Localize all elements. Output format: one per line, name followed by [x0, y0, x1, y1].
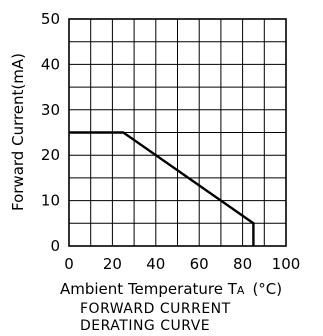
- x-tick-label: 40: [146, 255, 165, 273]
- y-tick-label: 50: [41, 10, 60, 28]
- y-tick-label: 40: [41, 55, 60, 73]
- y-axis-label: Forward Current(mA): [9, 53, 27, 211]
- y-tick-label: 10: [41, 192, 60, 210]
- x-tick-label: 100: [272, 255, 301, 273]
- x-axis-label-unit: (°C): [252, 280, 282, 298]
- caption-line-1: FORWARD CURRENT: [80, 301, 231, 317]
- y-tick-label: 20: [41, 146, 60, 164]
- x-tick-labels: 0 20 40 60 80 100: [64, 255, 300, 273]
- x-tick-label: 20: [103, 255, 122, 273]
- x-tick-label: 60: [190, 255, 209, 273]
- x-tick-label: 0: [64, 255, 74, 273]
- series-line: [69, 131, 255, 246]
- caption-line-2: DERATING CURVE: [80, 318, 210, 334]
- y-tick-label: 30: [41, 101, 60, 119]
- grid-lines: [69, 19, 286, 246]
- x-tick-label: 80: [233, 255, 252, 273]
- x-axis-label-main: Ambient Temperature T: [60, 280, 238, 298]
- x-axis-label: Ambient Temperature TA (°C): [60, 280, 282, 298]
- y-tick-labels: 0 10 20 30 40 50: [41, 10, 60, 255]
- x-axis-label-subscript: A: [237, 284, 245, 297]
- y-tick-label: 0: [50, 237, 60, 255]
